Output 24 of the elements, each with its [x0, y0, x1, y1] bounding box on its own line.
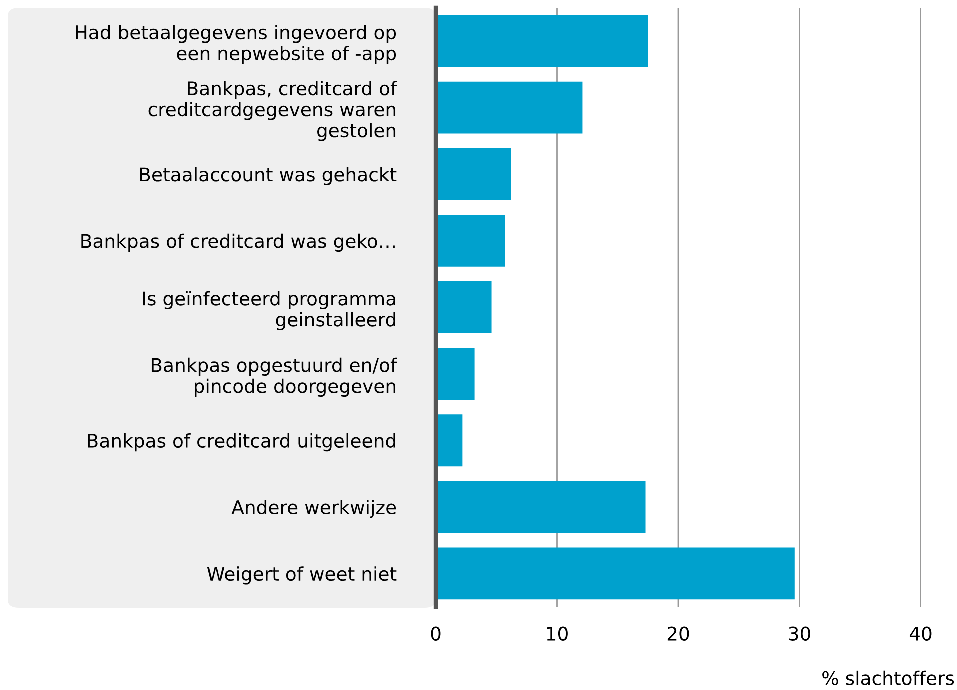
- x-tick-label: 10: [547, 626, 568, 641]
- y-tick-label: Bankpas of creditcard uitgeleend: [88, 433, 396, 452]
- bar: [436, 481, 646, 534]
- y-tick-label: Weigert of weet niet: [207, 566, 397, 585]
- bar: [436, 82, 583, 134]
- bar: [436, 282, 492, 334]
- x-tick-label: 40: [910, 626, 932, 641]
- x-tick-label: 0: [431, 626, 441, 641]
- y-tick-label: Had betaalgegevens ingevoerd op een nepwebsite of -app: [76, 25, 396, 64]
- y-tick-label: Bankpas, creditcard of creditcardgegevens waren gestolen: [148, 81, 398, 142]
- y-tick-label: Betaalaccount was gehackt: [140, 167, 397, 186]
- y-tick-label: Is geïnfecteerd programma geinstalleerd: [143, 291, 396, 330]
- x-tick-label: 20: [668, 626, 690, 641]
- bar: [436, 148, 512, 200]
- x-axis-title: % slachtoffers: [822, 670, 954, 686]
- y-tick-label: Bankpas opgestuurd en/of pincode doorgegeven: [152, 358, 398, 397]
- bar: [436, 15, 648, 68]
- bar: [436, 348, 475, 400]
- y-tick-label: Bankpas of creditcard was geko…: [82, 234, 395, 252]
- bar: [436, 214, 506, 267]
- bar: [436, 548, 795, 600]
- x-tick-label: 30: [789, 626, 810, 641]
- y-tick-label: Andere werkwijze: [232, 500, 396, 518]
- bar: [436, 414, 463, 467]
